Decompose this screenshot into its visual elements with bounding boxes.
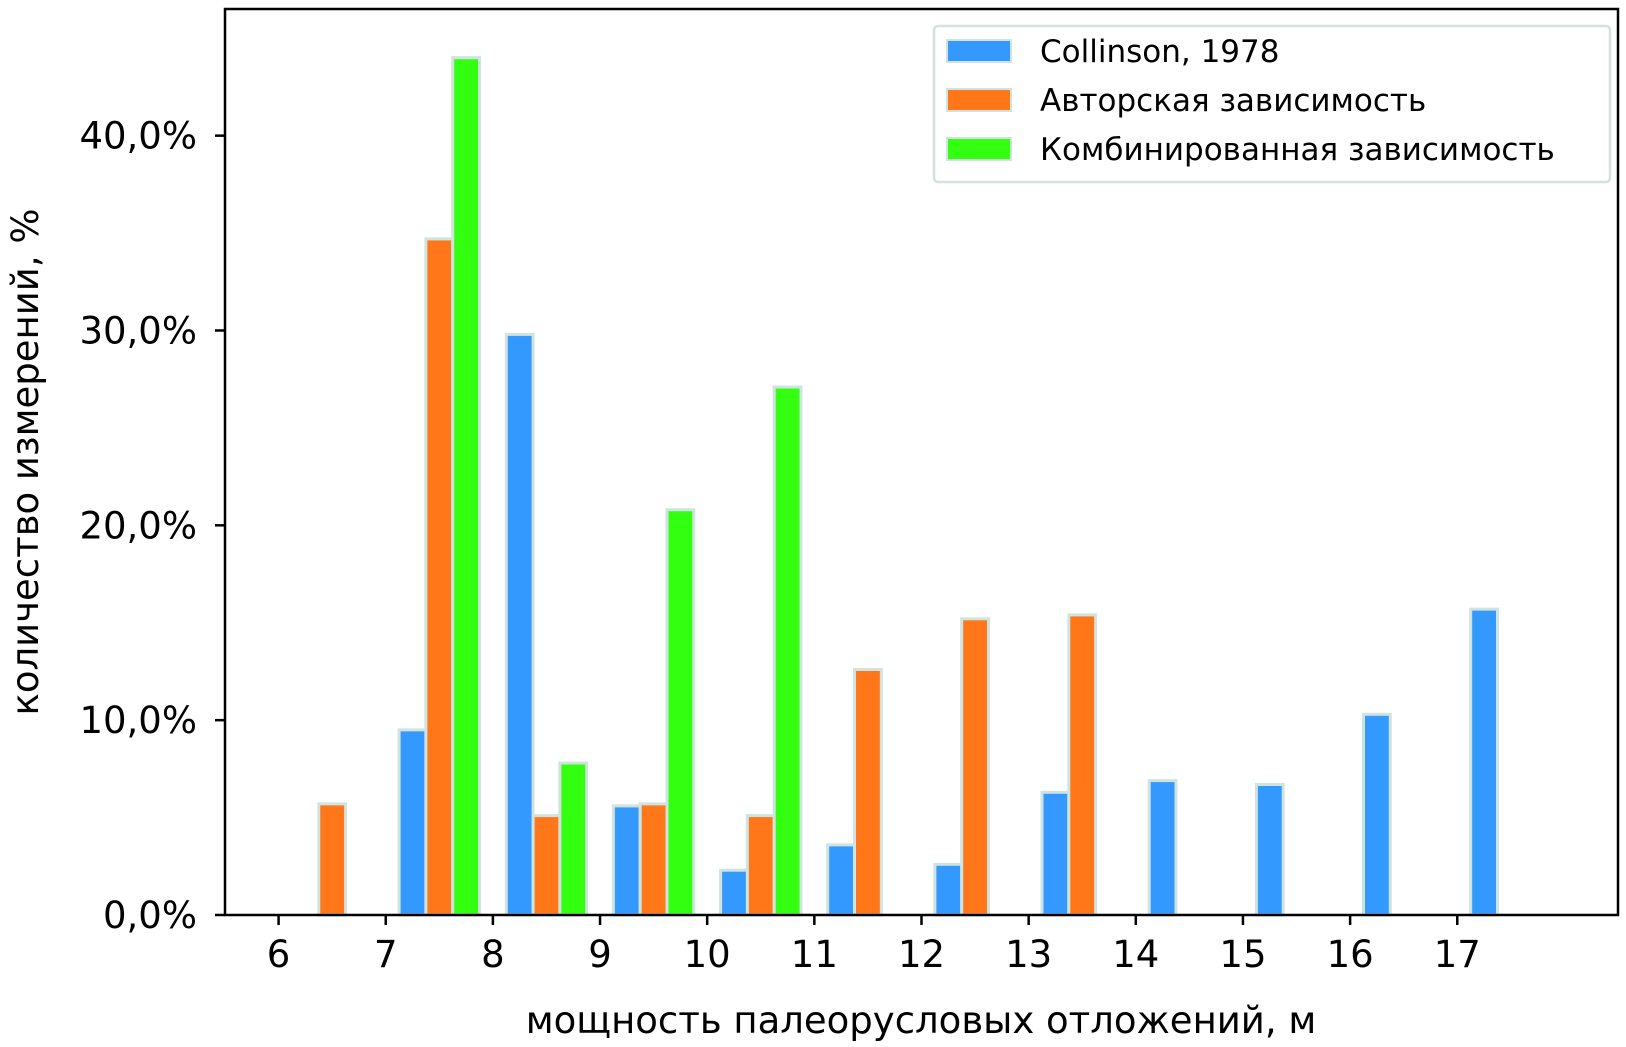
bar-series-3-1	[558, 761, 589, 917]
y-axis-title: количество измерений, %	[4, 208, 47, 715]
legend-box	[932, 24, 1612, 184]
x-tick-label-10: 16	[1327, 933, 1374, 976]
legend-label-2: Авторская зависимость	[1040, 83, 1426, 119]
bar-series-3-2	[665, 508, 696, 917]
legend-swatch-2	[946, 88, 1012, 112]
legend-swatch-1	[946, 39, 1012, 63]
legend: Collinson, 1978 Авторская зависимость Комб…	[932, 24, 1612, 184]
bar-series-1-2	[611, 804, 642, 917]
x-axis: 6 7 8 9 10 11 12 13 14 15 16 17	[267, 915, 1481, 976]
x-tick-label-7: 13	[1005, 933, 1052, 976]
bar-series-3-0	[451, 56, 482, 917]
bar-series-1-9	[1362, 712, 1392, 917]
bar-series-2-1	[424, 237, 455, 917]
y-axis: 0,0% 10,0% 20,0% 30,0% 40,0%	[79, 115, 225, 937]
x-tick-label-1: 7	[374, 933, 398, 976]
bar-series-1-0	[397, 728, 428, 917]
legend-swatch-3	[946, 137, 1012, 161]
legend-label-3: Комбинированная зависимость	[1040, 132, 1555, 168]
y-tick-label-2: 20,0%	[79, 504, 197, 547]
y-tick-label-3: 30,0%	[79, 309, 197, 352]
bar-series-2-0	[317, 802, 348, 917]
x-tick-label-5: 11	[791, 933, 838, 976]
bar-series-1-4	[826, 843, 857, 917]
bar-series-1-6	[1040, 790, 1071, 917]
x-axis-title: мощность палеорусловых отложений, м	[526, 999, 1317, 1042]
y-tick-label-1: 10,0%	[79, 699, 197, 742]
y-tick-label-0: 0,0%	[103, 894, 197, 937]
y-tick-label-4: 40,0%	[79, 115, 197, 158]
bar-series-1-7	[1147, 779, 1178, 917]
bar-series-2-3	[638, 802, 669, 917]
x-tick-label-8: 14	[1112, 933, 1159, 976]
bar-series-1-5	[933, 862, 964, 917]
x-tick-label-11: 17	[1434, 933, 1481, 976]
x-tick-label-2: 8	[481, 933, 505, 976]
x-tick-label-0: 6	[267, 933, 291, 976]
x-tick-label-3: 9	[588, 933, 612, 976]
bar-series-1-8	[1254, 783, 1285, 917]
bar-series-2-7	[1067, 613, 1098, 917]
bar-series-2-5	[853, 668, 883, 917]
x-tick-label-6: 12	[898, 933, 945, 976]
legend-label-1: Collinson, 1978	[1040, 34, 1279, 70]
bars-layer	[317, 56, 1499, 917]
x-tick-label-4: 10	[684, 933, 731, 976]
x-tick-label-9: 15	[1219, 933, 1266, 976]
bar-series-2-4	[745, 814, 776, 917]
bar-series-2-2	[531, 814, 562, 917]
bar-series-1-1	[504, 332, 535, 917]
bar-series-3-3	[772, 385, 803, 917]
bar-series-1-10	[1469, 607, 1499, 917]
bar-series-2-6	[960, 617, 991, 917]
bar-series-1-3	[719, 868, 749, 917]
